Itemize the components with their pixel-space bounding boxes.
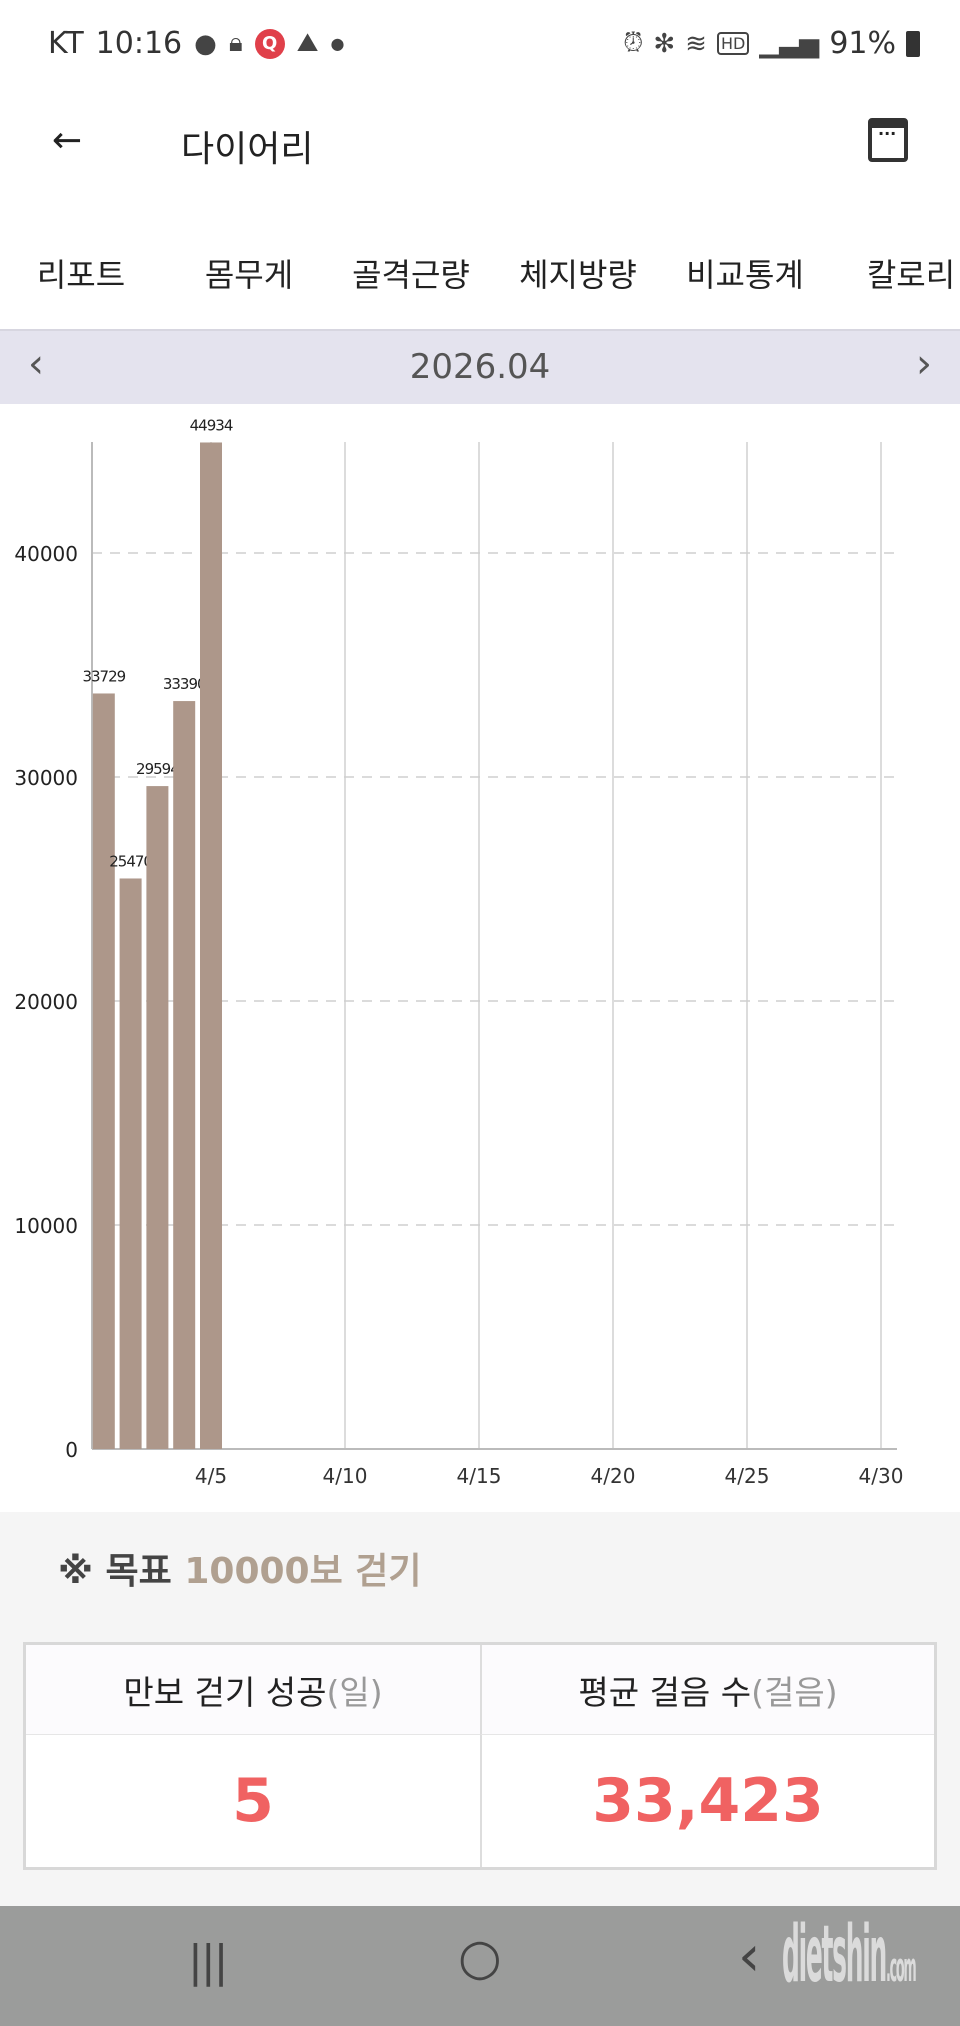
tab-compare[interactable]: 비교통계	[686, 256, 804, 294]
bar-data-label: 25470	[109, 852, 152, 870]
dot-icon: ●	[330, 34, 345, 53]
back-button[interactable]: ‹	[738, 1924, 761, 1989]
bluetooth-icon: ✻	[653, 28, 676, 59]
bar	[146, 786, 169, 1449]
bar-data-label: 44934	[190, 416, 233, 434]
y-tick-label: 20000	[14, 990, 78, 1014]
carrier: KT	[48, 26, 84, 61]
talk-icon: ●	[194, 28, 217, 59]
tab-body-fat[interactable]: 체지방량	[519, 256, 637, 294]
battery-level: 91%	[829, 26, 896, 61]
y-tick-label: 0	[65, 1438, 78, 1462]
x-tick-label: 4/20	[591, 1464, 636, 1488]
tab-muscle[interactable]: 골격근량	[352, 256, 470, 294]
prev-month-button[interactable]: ‹	[28, 341, 44, 387]
avg-label: 평균 걸음 수	[578, 1672, 752, 1712]
next-month-button[interactable]: ›	[916, 341, 932, 387]
lock-icon: 🔒︎	[228, 28, 243, 58]
arrow-left-icon[interactable]: ←	[52, 120, 83, 161]
goal-text: ※ 목표 10000보 걷기	[58, 1542, 421, 1594]
tab-report[interactable]: 리포트	[36, 256, 126, 294]
bar	[119, 878, 142, 1449]
x-tick-label: 4/30	[859, 1464, 904, 1488]
app-header: ← 다이어리	[0, 90, 960, 200]
success-unit: (일)	[326, 1672, 383, 1712]
x-tick-label: 4/10	[323, 1464, 368, 1488]
success-label: 만보 걷기 성공	[123, 1672, 327, 1712]
recent-apps-button[interactable]: |||	[188, 1936, 229, 1987]
dashin-icon: ⛰	[296, 28, 319, 58]
bar-data-label: 29594	[136, 760, 179, 778]
y-tick-label: 40000	[14, 542, 78, 566]
home-button[interactable]: ○	[458, 1928, 502, 1986]
goal-label: 목표	[105, 1551, 172, 1592]
y-tick-label: 10000	[14, 1214, 78, 1238]
summary-section: ※ 목표 10000보 걷기 만보 걷기 성공 (일) 평균 걸음 수 (걸음) 5…	[0, 1512, 960, 1906]
signal-icon: ▁▃▅	[759, 28, 820, 59]
status-bar: KT 10:16 ● 🔒︎ Q ⛰ ● ⏰︎ ✻ ≋ HD ▁▃▅ 91%	[0, 0, 960, 90]
alarm-icon: ⏰︎	[623, 28, 644, 58]
month-label: 2026.04	[409, 347, 551, 387]
bar	[173, 701, 196, 1449]
summary-table: 만보 걷기 성공 (일) 평균 걸음 수 (걸음) 5 33,423	[23, 1642, 937, 1870]
tab-bar: 리포트 몸무게 골격근량 체지방량 비교통계 칼로리	[0, 240, 960, 306]
x-tick-label: 4/25	[725, 1464, 770, 1488]
goal-value: 10000보 걷기	[184, 1551, 422, 1592]
x-tick-label: 4/5	[195, 1464, 227, 1488]
avg-unit: (걸음)	[751, 1672, 838, 1712]
bar-data-label: 33729	[82, 667, 125, 685]
bar	[200, 442, 222, 1449]
month-navigator: ‹ 2026.04 ›	[0, 329, 960, 404]
steps-bar-chart: 0 10000 20000 30000 40000 4/5 4/10 4/15 4/20 4/25…	[14, 416, 904, 1488]
system-nav-bar: ||| ○ ‹ dietshin.com	[0, 1906, 960, 2026]
tab-calorie[interactable]: 칼로리	[866, 256, 956, 294]
clock: 10:16	[95, 26, 183, 61]
battery-icon	[906, 30, 920, 57]
watermark: dietshin.com	[782, 1910, 917, 2000]
hd-icon: HD	[716, 32, 750, 55]
wifi-icon: ≋	[685, 28, 707, 59]
goal-mark: ※	[58, 1551, 93, 1592]
calendar-icon[interactable]	[868, 118, 908, 162]
success-value: 5	[232, 1766, 274, 1836]
bar	[92, 693, 115, 1449]
y-tick-label: 30000	[14, 766, 78, 790]
avg-header: 평균 걸음 수 (걸음)	[480, 1645, 934, 1735]
avg-value: 33,423	[480, 1735, 934, 1867]
success-header: 만보 걷기 성공 (일)	[26, 1645, 480, 1735]
bar-data-label: 33390	[163, 675, 206, 693]
x-tick-label: 4/15	[457, 1464, 502, 1488]
tab-weight[interactable]: 몸무게	[204, 256, 294, 294]
q-app-icon: Q	[254, 28, 285, 59]
page-title: 다이어리	[181, 129, 314, 170]
